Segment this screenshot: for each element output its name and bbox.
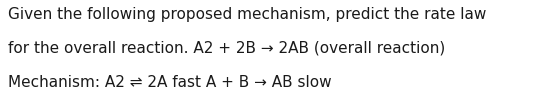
Text: for the overall reaction. A2 + 2B → 2AB (overall reaction): for the overall reaction. A2 + 2B → 2AB …	[8, 41, 446, 56]
Text: Given the following proposed mechanism, predict the rate law: Given the following proposed mechanism, …	[8, 7, 487, 22]
Text: Mechanism: A2 ⇌ 2A fast A + B → AB slow: Mechanism: A2 ⇌ 2A fast A + B → AB slow	[8, 75, 332, 90]
